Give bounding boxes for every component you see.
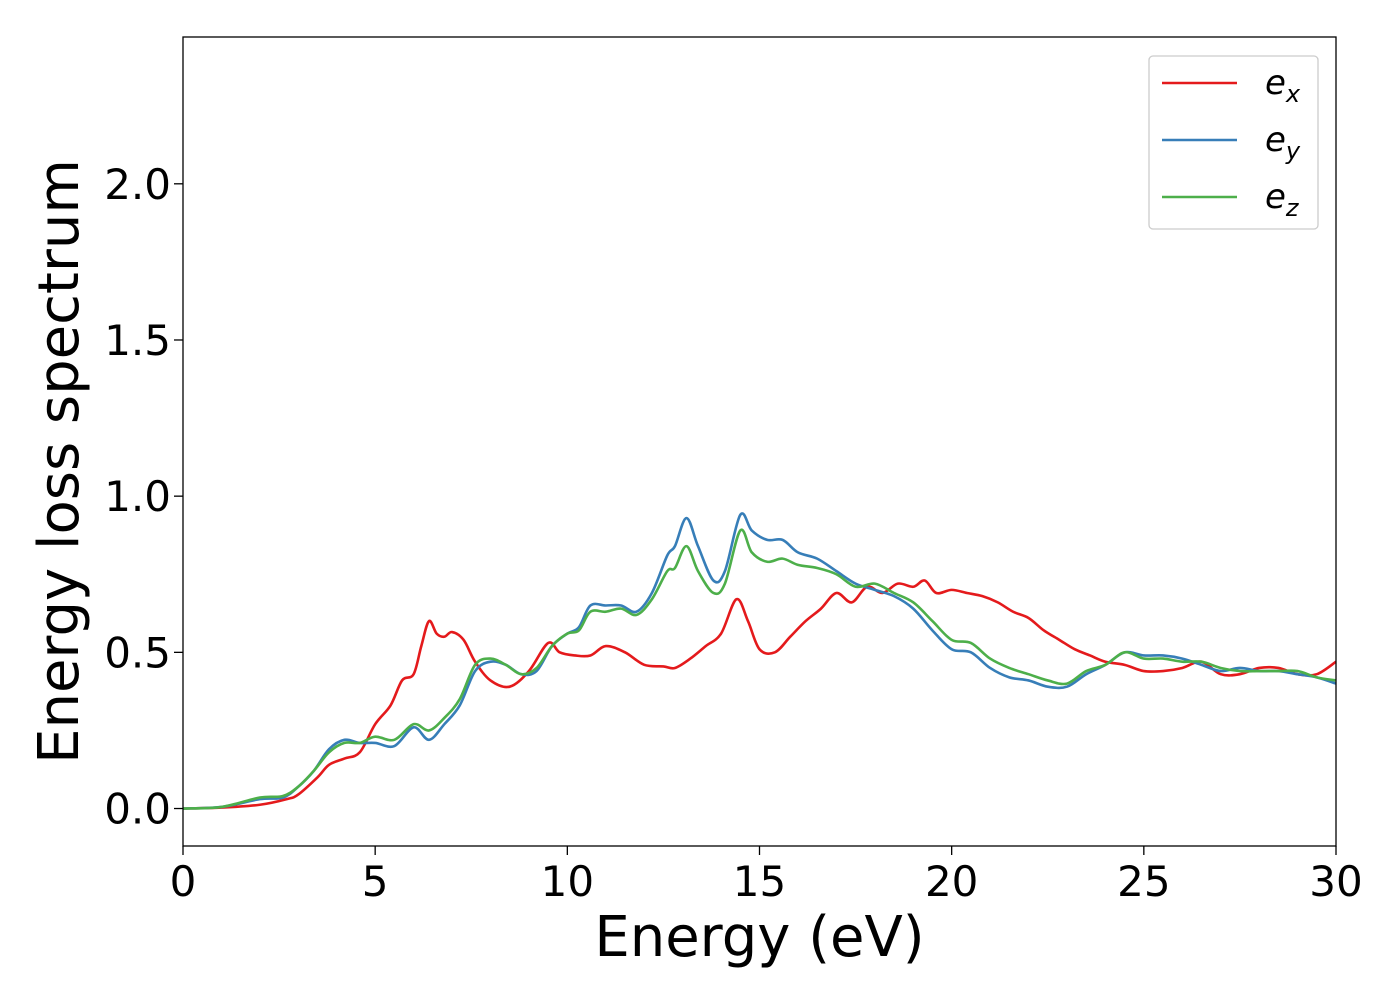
x-axis-label: Energy (eV): [594, 905, 924, 970]
y-axis: 0.0 0.5 1.0 1.5 2.0: [104, 160, 183, 834]
x-axis: 0 5 10 15 20 25 30: [170, 846, 1363, 906]
x-tick-label: 5: [362, 857, 389, 906]
legend-label: ez: [1265, 177, 1300, 222]
x-tick-label: 10: [541, 857, 594, 906]
y-tick-label: 1.5: [104, 316, 171, 365]
x-tick-label: 0: [170, 857, 197, 906]
series-line-z: [183, 528, 1336, 810]
x-tick-label: 15: [733, 857, 786, 906]
y-tick-label: 0.5: [104, 628, 171, 677]
y-tick-label: 2.0: [104, 160, 171, 209]
series-line-x: [183, 579, 1336, 810]
x-tick-label: 25: [1117, 857, 1170, 906]
series-layer: [183, 512, 1336, 810]
y-tick-label: 0.0: [104, 785, 171, 834]
y-tick-label: 1.0: [104, 472, 171, 521]
legend-box: [1148, 55, 1319, 230]
y-axis-label: Energy loss spectrum: [27, 159, 92, 764]
x-tick-label: 20: [925, 857, 978, 906]
x-tick-label: 30: [1309, 857, 1362, 906]
